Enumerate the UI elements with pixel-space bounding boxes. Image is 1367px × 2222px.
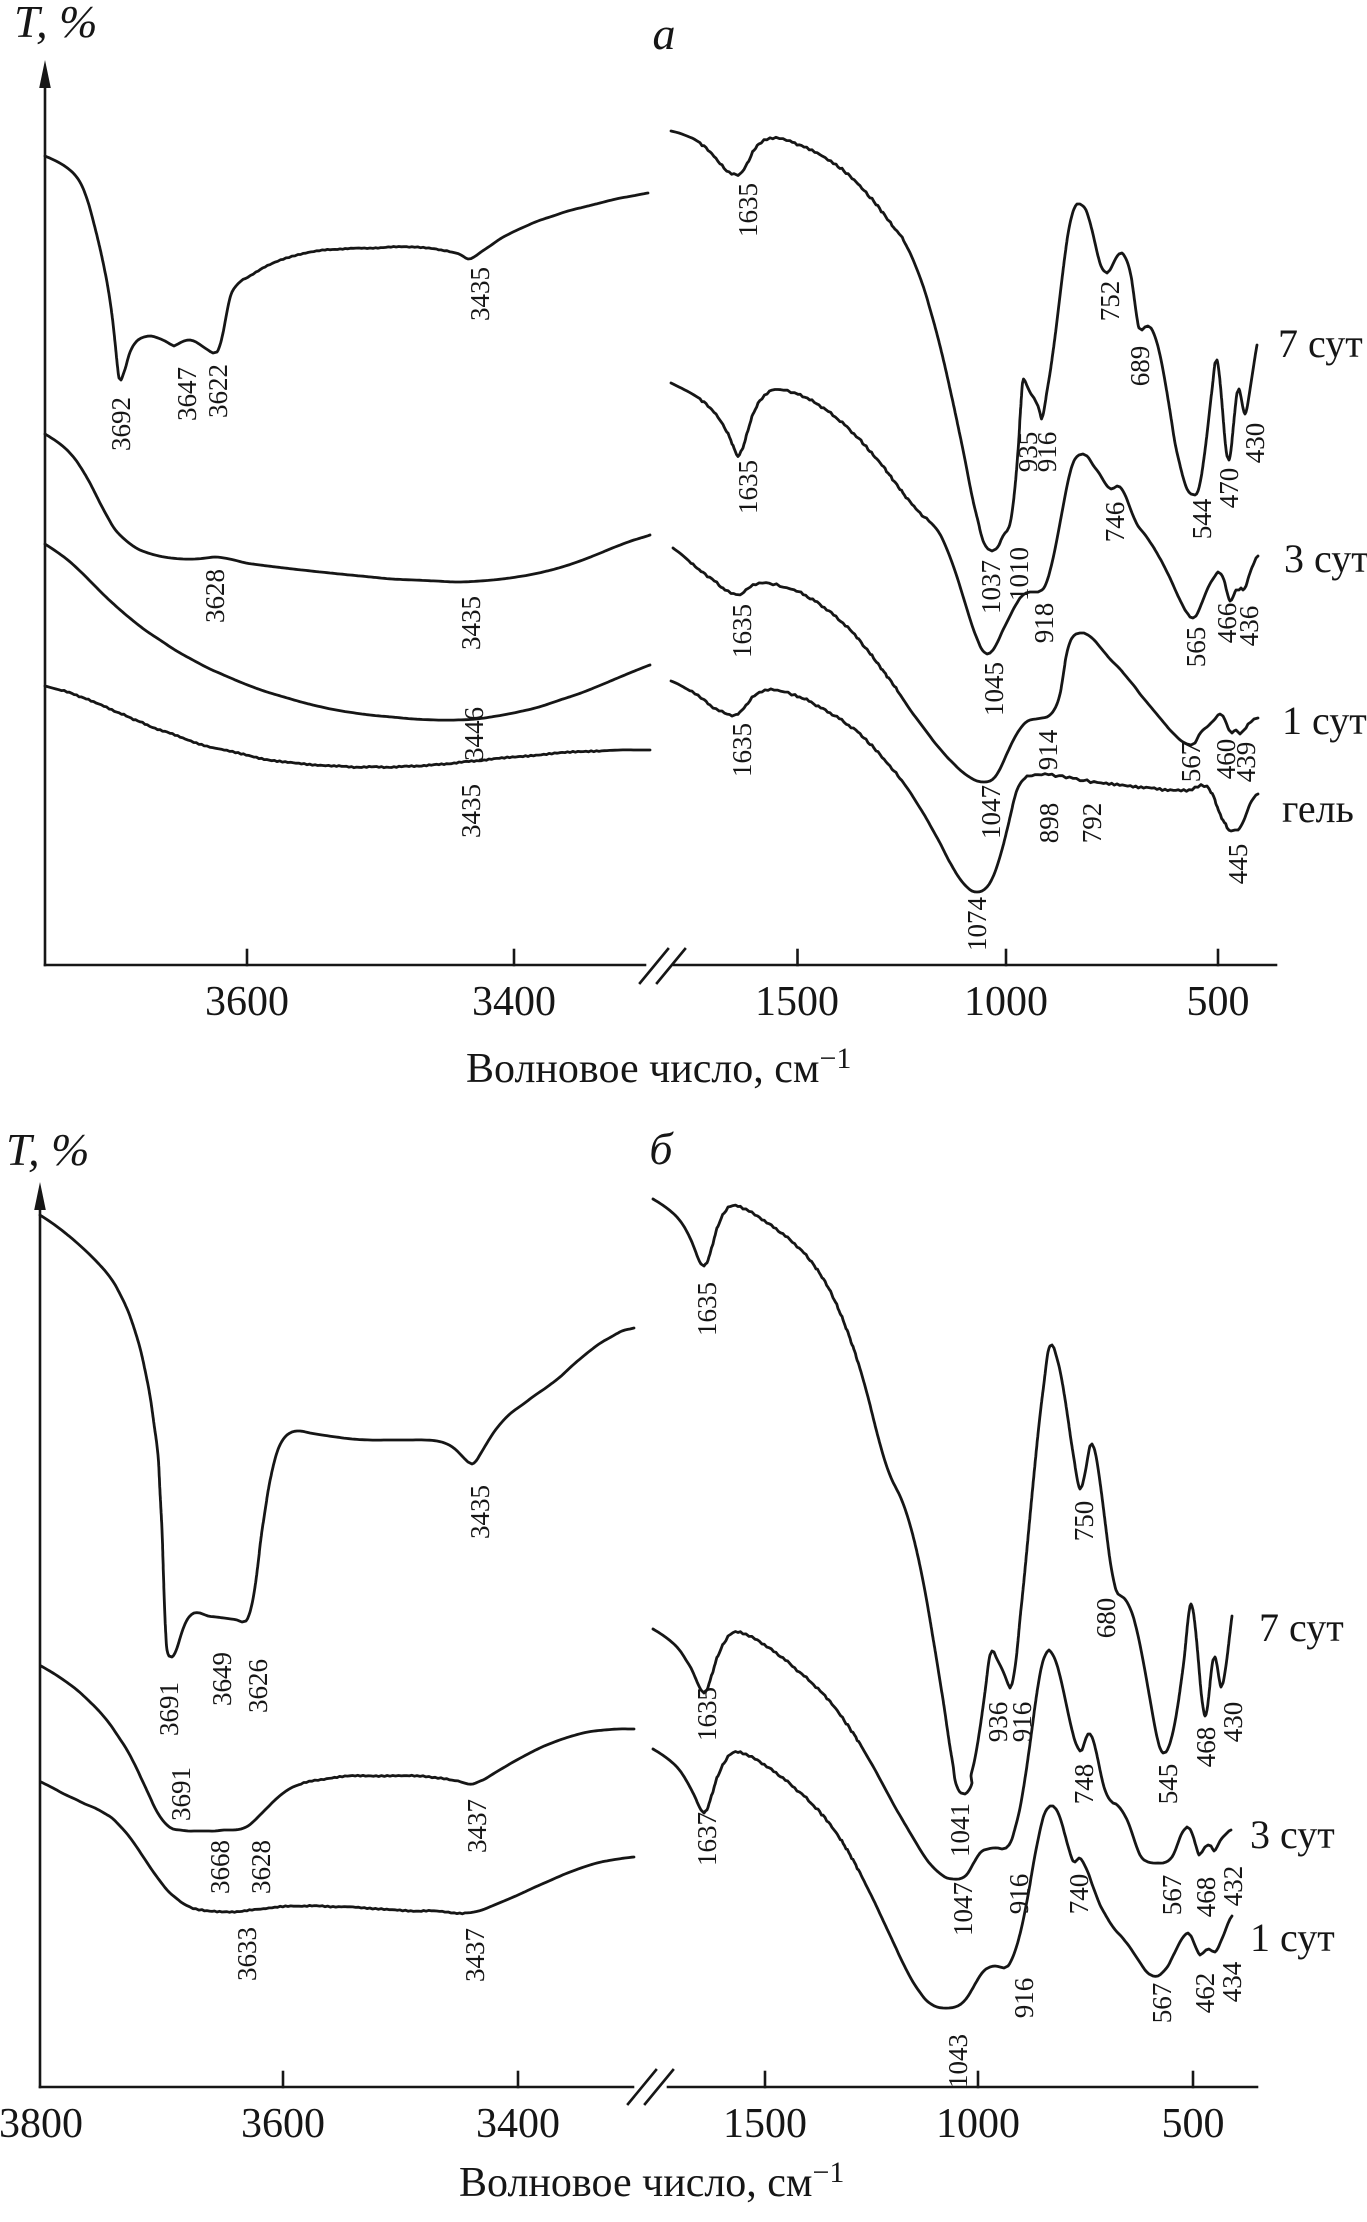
svg-text:1635: 1635 (727, 723, 757, 777)
svg-text:3 сут: 3 сут (1284, 536, 1367, 581)
svg-text:1500: 1500 (723, 2101, 807, 2147)
svg-text:1037: 1037 (976, 560, 1006, 614)
svg-text:гель: гель (1282, 786, 1354, 831)
svg-text:460: 460 (1211, 739, 1241, 780)
svg-text:436: 436 (1234, 606, 1264, 647)
svg-text:748: 748 (1069, 1764, 1099, 1805)
svg-text:468: 468 (1191, 1727, 1221, 1768)
svg-text:3437: 3437 (460, 1928, 490, 1982)
svg-text:3600: 3600 (205, 979, 289, 1025)
svg-text:750: 750 (1069, 1501, 1099, 1542)
svg-text:Волновое число, см−1: Волновое число, см−1 (459, 2156, 844, 2206)
svg-text:500: 500 (1187, 979, 1250, 1025)
svg-text:1635: 1635 (727, 604, 757, 658)
svg-text:565: 565 (1181, 627, 1211, 668)
svg-text:468: 468 (1191, 1877, 1221, 1918)
svg-text:1045: 1045 (979, 662, 1009, 716)
svg-text:445: 445 (1223, 844, 1253, 885)
svg-text:3647: 3647 (172, 367, 202, 421)
svg-text:3435: 3435 (456, 784, 486, 838)
svg-text:1635: 1635 (692, 1687, 722, 1741)
svg-text:544: 544 (1187, 498, 1217, 539)
svg-text:752: 752 (1095, 281, 1125, 322)
svg-text:3437: 3437 (462, 1799, 492, 1853)
svg-text:Волновое число, см−1: Волновое число, см−1 (466, 1042, 851, 1092)
svg-text:3692: 3692 (106, 397, 136, 451)
svg-text:470: 470 (1214, 468, 1244, 509)
svg-text:3435: 3435 (465, 1485, 495, 1539)
svg-text:916: 916 (1007, 1702, 1037, 1743)
svg-text:1047: 1047 (948, 1882, 978, 1936)
svg-text:3 сут: 3 сут (1250, 1812, 1335, 1857)
svg-text:439: 439 (1231, 742, 1261, 783)
svg-text:792: 792 (1077, 803, 1107, 844)
svg-text:916: 916 (1004, 1874, 1034, 1915)
svg-text:3400: 3400 (476, 2101, 560, 2147)
svg-text:3622: 3622 (203, 364, 233, 418)
svg-text:434: 434 (1217, 1961, 1247, 2002)
svg-text:1635: 1635 (692, 1282, 722, 1336)
svg-text:3600: 3600 (241, 2101, 325, 2147)
svg-text:1047: 1047 (976, 785, 1006, 839)
svg-text:916: 916 (1032, 432, 1062, 473)
svg-text:567: 567 (1147, 1983, 1177, 2024)
svg-text:1000: 1000 (964, 979, 1048, 1025)
svg-text:T, %: T, % (14, 0, 98, 47)
svg-text:T, %: T, % (6, 1124, 90, 1175)
svg-text:3691: 3691 (154, 1682, 184, 1736)
svg-text:1 сут: 1 сут (1250, 1915, 1335, 1960)
svg-text:1043: 1043 (943, 2034, 973, 2088)
svg-text:3691: 3691 (166, 1767, 196, 1821)
svg-text:500: 500 (1162, 2101, 1225, 2147)
svg-text:432: 432 (1218, 1866, 1248, 1907)
svg-text:б: б (649, 1123, 674, 1174)
svg-text:689: 689 (1125, 346, 1155, 387)
svg-text:7 сут: 7 сут (1259, 1605, 1344, 1650)
svg-text:7 сут: 7 сут (1278, 321, 1363, 366)
svg-text:a: a (653, 8, 676, 59)
svg-text:916: 916 (1009, 1978, 1039, 2019)
svg-text:3626: 3626 (243, 1659, 273, 1713)
svg-text:1010: 1010 (1004, 547, 1034, 601)
svg-text:3628: 3628 (200, 569, 230, 623)
svg-text:1637: 1637 (692, 1812, 722, 1866)
svg-text:3435: 3435 (456, 596, 486, 650)
svg-text:1074: 1074 (962, 897, 992, 952)
svg-text:1 сут: 1 сут (1282, 698, 1367, 743)
svg-text:3435: 3435 (465, 267, 495, 321)
svg-text:1635: 1635 (733, 460, 763, 514)
svg-text:1000: 1000 (936, 2101, 1020, 2147)
svg-text:462: 462 (1190, 1973, 1220, 2014)
svg-text:746: 746 (1100, 502, 1130, 543)
svg-text:466: 466 (1212, 603, 1242, 644)
svg-text:936: 936 (983, 1702, 1013, 1743)
svg-text:680: 680 (1091, 1598, 1121, 1639)
svg-text:918: 918 (1029, 603, 1059, 644)
svg-text:1500: 1500 (755, 979, 839, 1025)
svg-text:3633: 3633 (232, 1927, 262, 1981)
svg-text:914: 914 (1033, 729, 1063, 770)
svg-text:3800: 3800 (0, 2101, 83, 2147)
svg-text:1635: 1635 (733, 183, 763, 237)
svg-text:935: 935 (1013, 432, 1043, 473)
svg-text:3668: 3668 (205, 1840, 235, 1894)
svg-text:545: 545 (1153, 1764, 1183, 1805)
svg-text:898: 898 (1034, 803, 1064, 844)
svg-text:1041: 1041 (945, 1803, 975, 1857)
svg-text:567: 567 (1176, 742, 1206, 783)
svg-text:3446: 3446 (459, 707, 489, 761)
svg-text:3649: 3649 (207, 1652, 237, 1706)
svg-text:430: 430 (1240, 423, 1270, 464)
svg-text:3400: 3400 (472, 979, 556, 1025)
svg-text:430: 430 (1218, 1702, 1248, 1743)
svg-text:3628: 3628 (246, 1840, 276, 1894)
svg-text:567: 567 (1157, 1875, 1187, 1916)
svg-text:740: 740 (1064, 1874, 1094, 1915)
